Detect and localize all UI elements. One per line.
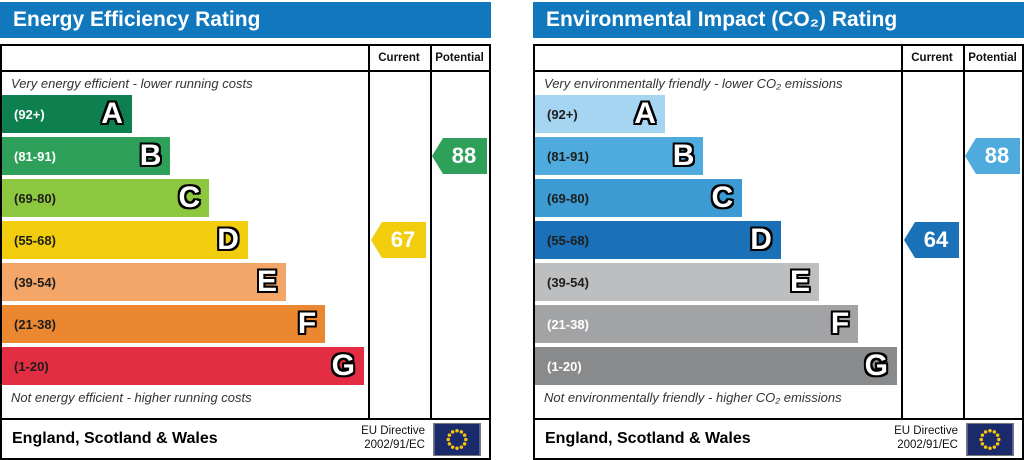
- band-e: (39-54) E: [2, 263, 287, 301]
- eu-directive-line1: EU Directive: [361, 425, 425, 438]
- rating-table: Current Potential Very energy efficient …: [0, 44, 491, 420]
- chart-footer: England, Scotland & Wales EU Directive 2…: [533, 418, 1024, 460]
- column-divider: [430, 46, 432, 418]
- band-range-label: (92+): [14, 106, 45, 122]
- band-f: (21-38) F: [2, 305, 326, 343]
- band-range-label: (1-20): [14, 358, 49, 374]
- band-letter: D: [217, 223, 239, 256]
- column-divider: [963, 46, 965, 418]
- band-letter: F: [830, 307, 850, 340]
- eu-flag-icon: [966, 422, 1014, 456]
- band-range-label: (69-80): [14, 190, 56, 206]
- rating-table: Current Potential Very environmentally f…: [533, 44, 1024, 420]
- environmental-impact-chart: Environmental Impact (CO₂) Rating Curren…: [533, 0, 1024, 460]
- eu-flag-icon: [433, 422, 481, 456]
- rating-bands: (92+) A (81-91) B (69-80) C (55-68) D (39-54) E (2…: [2, 72, 368, 418]
- current-column-header: Current: [378, 52, 420, 64]
- table-header-row: [2, 46, 489, 72]
- band-c: (69-80) C: [535, 179, 743, 217]
- rating-bands: (92+) A (81-91) B (69-80) C (55-68) D (39-54) E (2…: [535, 72, 901, 418]
- chart-title: Environmental Impact (CO₂) Rating: [533, 2, 1024, 38]
- current-rating-arrow: 67: [371, 222, 426, 258]
- eu-directive-line2: 2002/91/EC: [897, 439, 958, 451]
- band-letter: D: [750, 223, 772, 256]
- band-range-label: (1-20): [547, 358, 582, 374]
- band-letter: B: [139, 139, 162, 172]
- column-divider: [368, 46, 370, 418]
- band-letter: E: [790, 265, 811, 298]
- chart-title: Energy Efficiency Rating: [0, 2, 491, 38]
- energy-efficiency-chart: Energy Efficiency Rating Current Potenti…: [0, 0, 491, 460]
- band-range-label: (81-91): [14, 148, 56, 164]
- band-g: (1-20) G: [535, 347, 897, 385]
- current-rating-arrow: 64: [904, 222, 959, 258]
- bottom-caption: Not energy efficient - higher running co…: [11, 390, 252, 405]
- potential-column-header: Potential: [968, 52, 1017, 64]
- band-letter: C: [711, 181, 734, 214]
- eu-directive-line1: EU Directive: [894, 425, 958, 438]
- band-letter: G: [864, 349, 888, 382]
- band-range-label: (81-91): [547, 148, 589, 164]
- band-range-label: (39-54): [14, 274, 56, 290]
- region-label: England, Scotland & Wales: [12, 430, 218, 447]
- band-range-label: (21-38): [547, 316, 589, 332]
- band-letter: C: [178, 181, 201, 214]
- band-range-label: (55-68): [14, 232, 56, 248]
- table-body: Very energy efficient - lower running co…: [2, 72, 489, 418]
- footer-right: EU Directive 2002/91/EC: [361, 422, 481, 456]
- top-caption: Very energy efficient - lower running co…: [11, 76, 253, 91]
- band-range-label: (69-80): [547, 190, 589, 206]
- potential-rating-arrow: 88: [965, 138, 1020, 174]
- band-b: (81-91) B: [2, 137, 171, 175]
- band-f: (21-38) F: [535, 305, 859, 343]
- band-letter: E: [257, 265, 278, 298]
- band-range-label: (55-68): [547, 232, 589, 248]
- band-letter: B: [672, 139, 695, 172]
- top-caption: Very environmentally friendly - lower CO…: [544, 76, 843, 91]
- band-range-label: (21-38): [14, 316, 56, 332]
- footer-right: EU Directive 2002/91/EC: [894, 422, 1014, 456]
- eu-directive-line2: 2002/91/EC: [364, 439, 425, 451]
- band-b: (81-91) B: [535, 137, 704, 175]
- band-letter: F: [297, 307, 317, 340]
- band-d: (55-68) D: [2, 221, 248, 259]
- band-range-label: (39-54): [547, 274, 589, 290]
- eu-directive-label: EU Directive 2002/91/EC: [894, 425, 958, 453]
- band-letter: A: [101, 97, 123, 130]
- potential-rating-arrow: 88: [432, 138, 487, 174]
- band-a: (92+) A: [2, 95, 132, 133]
- table-header-row: [535, 46, 1022, 72]
- band-letter: G: [331, 349, 355, 382]
- bottom-caption: Not environmentally friendly - higher CO…: [544, 390, 842, 405]
- current-column-header: Current: [911, 52, 953, 64]
- column-divider: [901, 46, 903, 418]
- band-d: (55-68) D: [535, 221, 781, 259]
- band-g: (1-20) G: [2, 347, 364, 385]
- band-e: (39-54) E: [535, 263, 820, 301]
- band-a: (92+) A: [535, 95, 665, 133]
- eu-directive-label: EU Directive 2002/91/EC: [361, 425, 425, 453]
- region-label: England, Scotland & Wales: [545, 430, 751, 447]
- band-c: (69-80) C: [2, 179, 210, 217]
- chart-footer: England, Scotland & Wales EU Directive 2…: [0, 418, 491, 460]
- band-range-label: (92+): [547, 106, 578, 122]
- band-letter: A: [634, 97, 656, 130]
- table-body: Very environmentally friendly - lower CO…: [535, 72, 1022, 418]
- potential-column-header: Potential: [435, 52, 484, 64]
